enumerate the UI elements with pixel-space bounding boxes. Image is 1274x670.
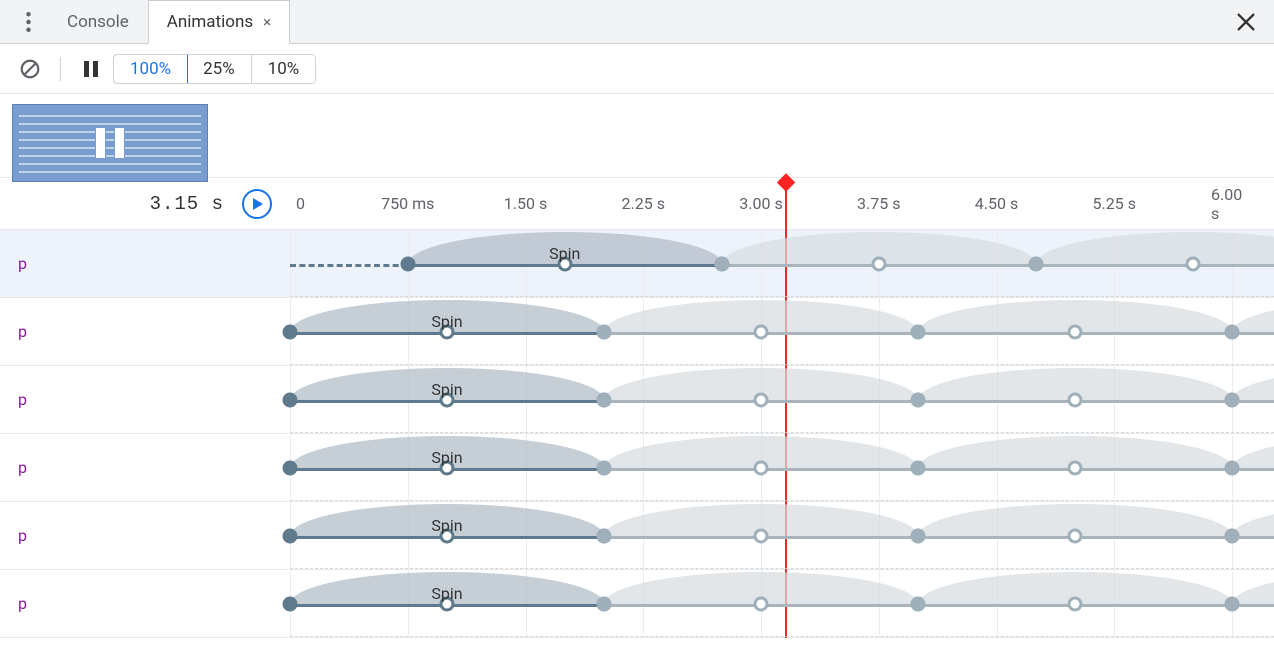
clear-icon[interactable] — [14, 53, 46, 85]
speed-10-button[interactable]: 10% — [252, 55, 316, 83]
keyframe-name-label: Spin — [431, 380, 462, 399]
keyframe-name-label: Spin — [431, 516, 462, 535]
playback-speed-group: 100% 25% 10% — [113, 54, 316, 84]
track-element-label: p — [0, 434, 290, 501]
track-lane[interactable]: Spin — [290, 298, 1274, 365]
track-element-label: p — [0, 366, 290, 433]
ruler-tick: 1.50 s — [504, 178, 547, 229]
animation-track[interactable]: p Spin — [0, 570, 1274, 638]
animation-groups-bar — [0, 94, 1274, 178]
tab-console[interactable]: Console — [48, 0, 148, 43]
track-element-label: p — [0, 230, 290, 297]
track-lane[interactable]: Spin — [290, 502, 1274, 569]
animations-toolbar: 100% 25% 10% — [0, 44, 1274, 94]
animation-track[interactable]: p Spin — [0, 434, 1274, 502]
track-element-label: p — [0, 298, 290, 365]
play-button[interactable] — [242, 189, 272, 219]
track-lane[interactable]: Spin — [290, 434, 1274, 501]
ruler-tick: 0 — [296, 178, 305, 229]
timeline-area: p Spin p Spin p Spin p Spin p Spin p Spin — [0, 230, 1274, 638]
timeline-ruler: 3.15 s 0 750 ms 1.50 s 2.25 s 3.00 s 3.75 s 4.… — [0, 178, 1274, 230]
tab-bar: Console Animations × — [0, 0, 1274, 44]
track-lane[interactable]: Spin — [290, 366, 1274, 433]
ruler-tick: 2.25 s — [622, 178, 665, 229]
ruler-tick: 5.25 s — [1093, 178, 1136, 229]
animation-track[interactable]: p Spin — [0, 230, 1274, 298]
kebab-menu-icon[interactable] — [8, 0, 48, 43]
tab-console-label: Console — [67, 12, 129, 32]
tab-animations[interactable]: Animations × — [148, 0, 290, 44]
keyframe-name-label: Spin — [431, 448, 462, 467]
keyframe-name-label: Spin — [549, 244, 580, 263]
ruler-tick: 3.00 s — [739, 178, 782, 229]
track-element-label: p — [0, 502, 290, 569]
animation-track[interactable]: p Spin — [0, 502, 1274, 570]
ruler-tick: 3.75 s — [857, 178, 900, 229]
ruler-scale[interactable]: 0 750 ms 1.50 s 2.25 s 3.00 s 3.75 s 4.50 s 5.2… — [290, 178, 1274, 229]
speed-100-button[interactable]: 100% — [113, 54, 188, 84]
group-paused-icon — [90, 124, 130, 162]
animation-track[interactable]: p Spin — [0, 298, 1274, 366]
keyframe-name-label: Spin — [431, 584, 462, 603]
ruler-tick: 4.50 s — [975, 178, 1018, 229]
pause-all-icon[interactable] — [75, 53, 107, 85]
animation-track[interactable]: p Spin — [0, 366, 1274, 434]
current-time-label: 3.15 s — [150, 193, 224, 215]
ruler-tick: 6.00 s — [1211, 178, 1253, 229]
track-lane[interactable]: Spin — [290, 230, 1274, 297]
animation-group-thumbnail[interactable] — [12, 104, 208, 182]
panel-close-icon[interactable] — [1218, 0, 1274, 43]
tab-close-icon[interactable]: × — [263, 13, 271, 31]
track-lane[interactable]: Spin — [290, 570, 1274, 637]
tab-animations-label: Animations — [167, 12, 253, 32]
ruler-tick: 750 ms — [381, 178, 434, 229]
keyframe-name-label: Spin — [431, 312, 462, 331]
speed-25-button[interactable]: 25% — [187, 55, 252, 83]
track-element-label: p — [0, 570, 290, 637]
